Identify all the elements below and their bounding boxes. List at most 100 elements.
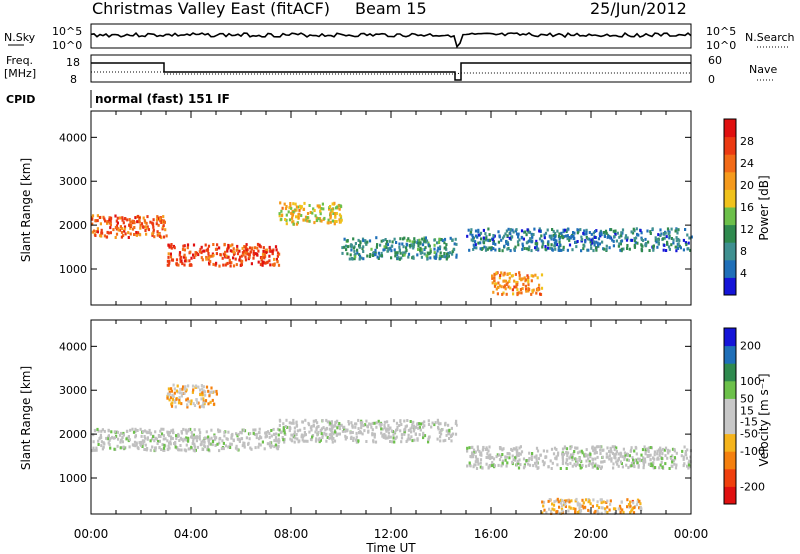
scatter-cell [663, 243, 666, 247]
scatter-cell [180, 255, 183, 259]
scatter-cell [350, 243, 353, 247]
scatter-cell [511, 454, 514, 458]
scatter-cell [513, 285, 516, 289]
scatter-cell [156, 215, 159, 219]
scatter-cell [209, 400, 212, 404]
scatter-cell [514, 458, 517, 462]
scatter-cell [303, 201, 306, 205]
scatter-cell [640, 249, 643, 253]
scatter-cell [329, 433, 332, 437]
scatter-cell [320, 207, 323, 210]
scatter-cell [532, 464, 535, 468]
scatter-cell [599, 234, 602, 238]
scatter-cell [254, 428, 257, 432]
scatter-cell [686, 233, 689, 237]
scatter-cell [592, 231, 595, 235]
scatter-cell [224, 263, 227, 267]
scatter-cell [504, 455, 507, 459]
scatter-cell [272, 427, 275, 431]
scatter-cell [159, 435, 162, 438]
scatter-cell [304, 433, 307, 437]
scatter-cell [630, 446, 633, 450]
scatter-cell [366, 424, 369, 428]
scatter-cell [610, 457, 613, 461]
scatter-cell [256, 246, 259, 250]
scatter-cell [671, 460, 674, 464]
scatter-cell [689, 248, 692, 252]
scatter-cell [497, 230, 500, 234]
scatter-cell [576, 501, 579, 505]
scatter-cell [608, 457, 611, 461]
colorbar-tick-label: 8 [740, 245, 747, 258]
scatter-cell [543, 508, 546, 512]
scatter-cell [590, 243, 593, 247]
scatter-cell [103, 429, 106, 433]
scatter-cell [341, 429, 344, 433]
scatter-cell [472, 465, 475, 469]
scatter-cell [657, 233, 660, 237]
scatter-cell [131, 227, 135, 231]
scatter-cell [186, 246, 189, 250]
scatter-cell [173, 246, 176, 250]
colorbar-segment [724, 259, 736, 278]
scatter-cell [561, 234, 564, 238]
scatter-cell [582, 247, 585, 251]
scatter-cell [538, 237, 542, 241]
scatter-cell [553, 446, 557, 450]
scatter-cell [491, 276, 494, 280]
scatter-cell [325, 439, 328, 443]
scatter-cell [223, 253, 227, 257]
scatter-cell [630, 238, 634, 242]
scatter-cell [318, 217, 322, 221]
scatter-cell [352, 246, 355, 250]
scatter-cell [579, 466, 582, 470]
scatter-cell [97, 439, 100, 443]
scatter-cell [623, 457, 626, 461]
scatter-cell [606, 511, 609, 514]
scatter-cell [437, 422, 440, 426]
scatter-cell [451, 238, 454, 242]
scatter-cell [278, 212, 281, 216]
colorbar-segment [724, 451, 736, 470]
scatter-cell [171, 393, 174, 397]
scatter-cell [313, 209, 316, 212]
scatter-cell [196, 436, 199, 439]
scatter-cell [656, 452, 659, 456]
scatter-cell [244, 246, 247, 250]
scatter-cell [319, 438, 322, 442]
scatter-cell [106, 437, 109, 441]
scatter-cell [339, 220, 342, 224]
scatter-cell [268, 435, 271, 439]
scatter-cell [549, 459, 552, 463]
scatter-cell [524, 284, 527, 288]
colorbar-tick-label: 200 [740, 340, 761, 353]
scatter-cell [643, 445, 646, 449]
scatter-cell [264, 431, 267, 435]
scatter-cell [506, 461, 509, 465]
scatter-cell [423, 424, 426, 428]
scatter-cell [392, 433, 395, 437]
scatter-cell [658, 451, 661, 455]
scatter-cell [626, 505, 629, 509]
scatter-cell [260, 258, 263, 262]
scatter-cell [335, 433, 338, 437]
scatter-cell [122, 221, 125, 225]
scatter-cell [382, 239, 385, 243]
scatter-cell [646, 454, 649, 457]
scatter-cell [184, 385, 187, 389]
time-tick-label: 00:00 [74, 527, 109, 541]
scatter-cell [101, 428, 104, 432]
scatter-cell [274, 245, 278, 249]
scatter-cell [592, 448, 595, 452]
scatter-cell [399, 420, 402, 424]
scatter-cell [646, 229, 649, 233]
scatter-cell [555, 510, 558, 514]
scatter-cell [552, 452, 556, 456]
scatter-cell [624, 234, 628, 238]
scatter-cell [484, 448, 487, 451]
scatter-cell [395, 421, 399, 425]
scatter-cell [324, 433, 327, 437]
scatter-cell [398, 242, 401, 246]
scatter-cell [274, 436, 278, 440]
